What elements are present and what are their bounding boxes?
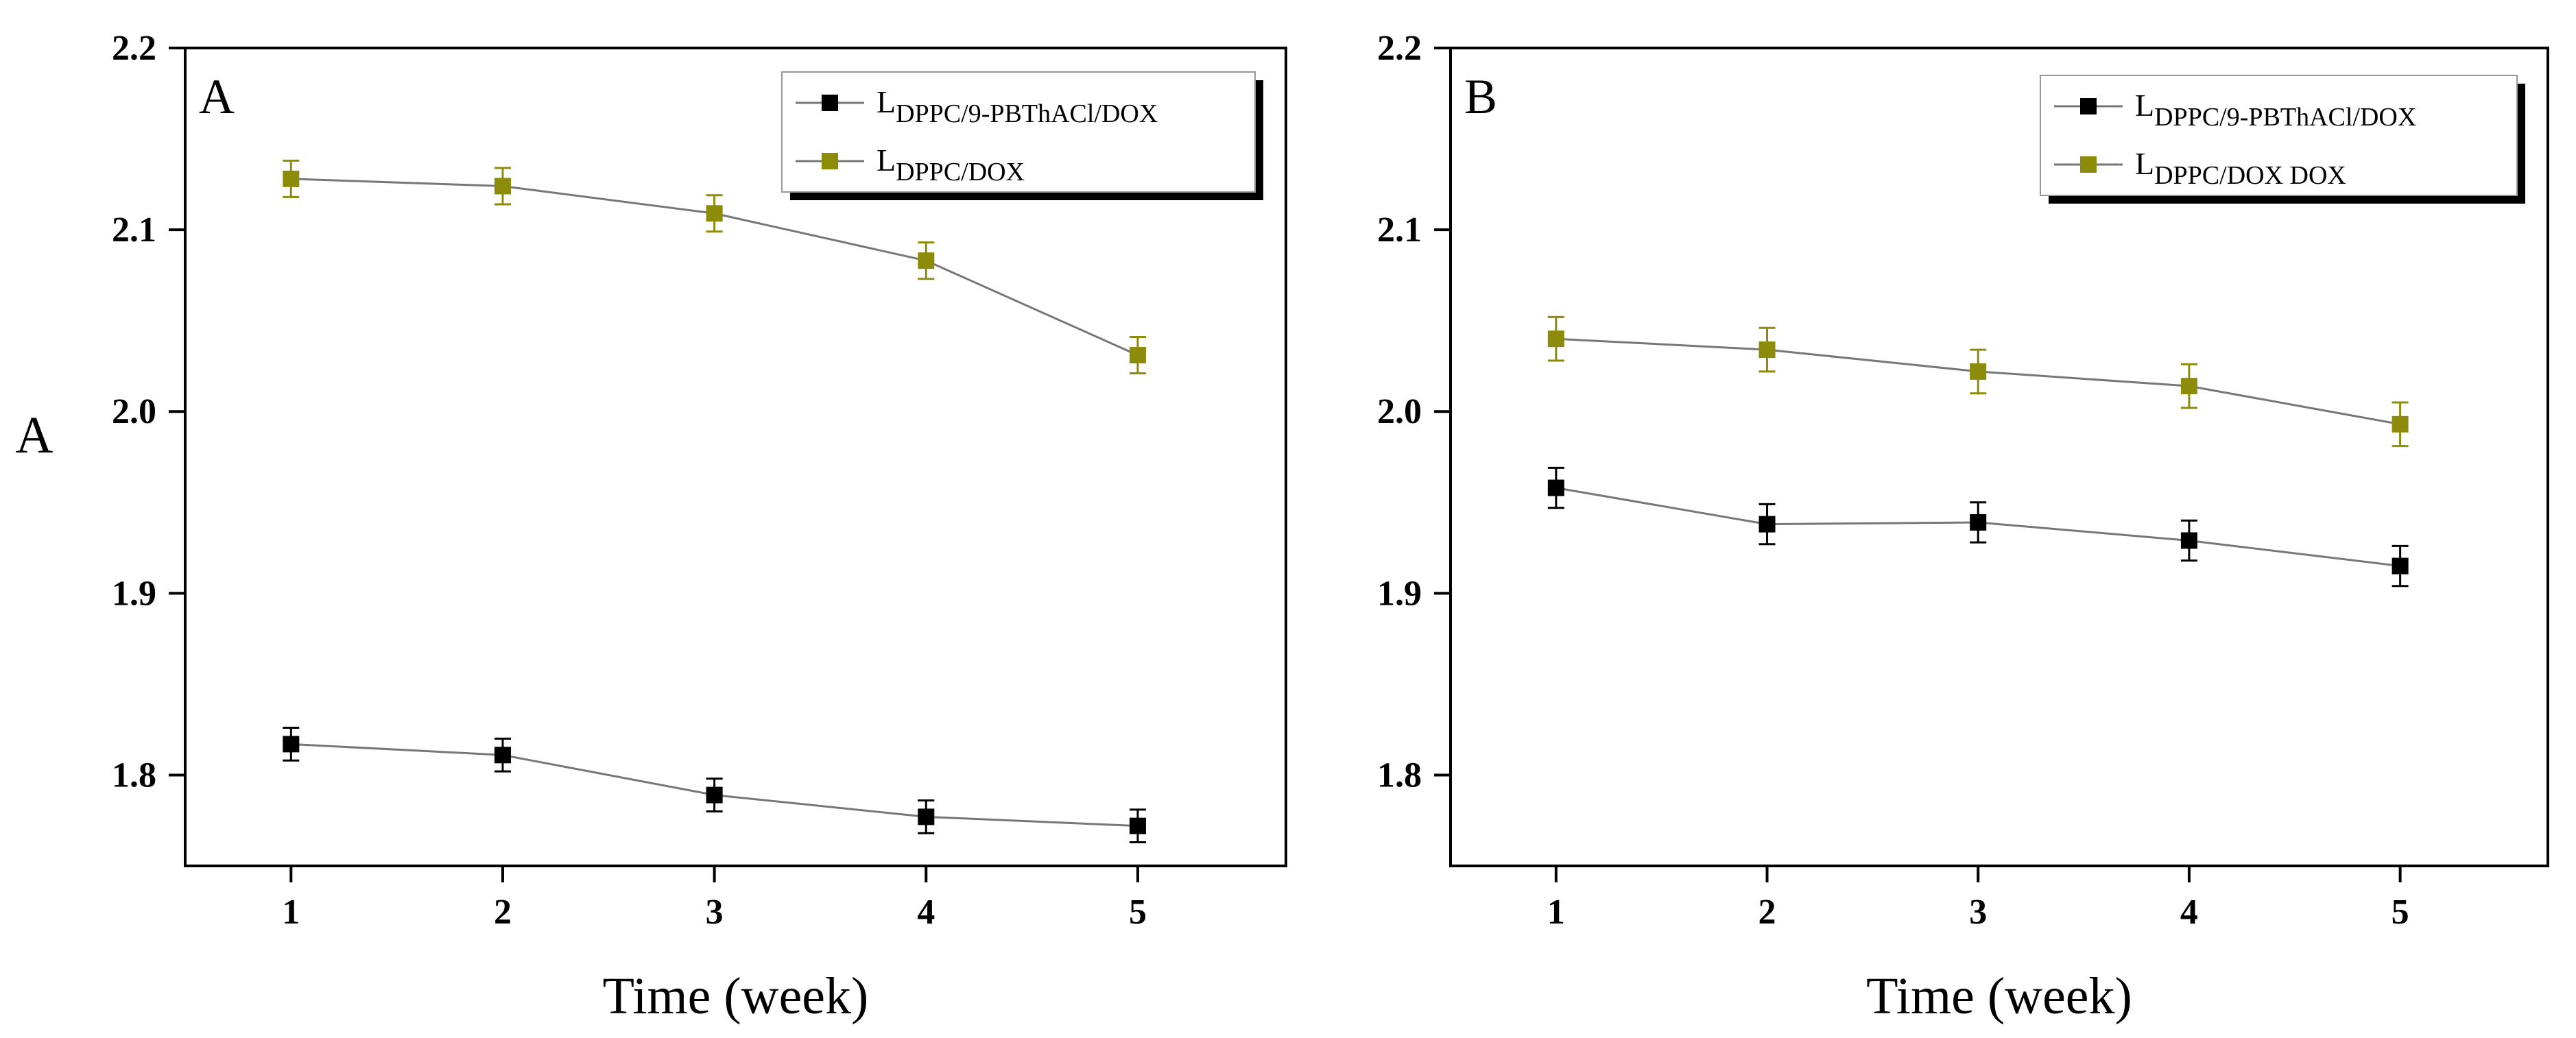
panel-label: A bbox=[199, 69, 235, 124]
y-tick-label: 1.9 bbox=[1377, 574, 1422, 613]
y-tick-label: 2.0 bbox=[1377, 392, 1422, 431]
legend-label-subscript: DPPC/DOX bbox=[896, 158, 1025, 186]
data-point bbox=[1129, 347, 1146, 364]
data-point bbox=[494, 747, 511, 764]
series-2 bbox=[283, 159, 1146, 375]
series-1 bbox=[283, 727, 1146, 844]
legend-label-main: L bbox=[876, 143, 896, 178]
data-point bbox=[1758, 516, 1776, 533]
data-point bbox=[2392, 415, 2409, 433]
x-tick-label: 5 bbox=[1129, 893, 1147, 932]
series-2 bbox=[1547, 315, 2409, 448]
y-tick-label: 1.9 bbox=[112, 574, 156, 613]
x-tick-label: 2 bbox=[494, 893, 512, 932]
y-tick-label: 2.1 bbox=[1377, 210, 1422, 250]
y-tick-label: 1.8 bbox=[112, 756, 156, 795]
y-tick-label: 1.8 bbox=[1377, 756, 1422, 795]
plot-frame bbox=[1449, 47, 2549, 867]
data-point bbox=[283, 170, 300, 187]
legend-box bbox=[781, 71, 1256, 193]
data-point bbox=[706, 205, 723, 222]
panel-label: B bbox=[1464, 69, 1497, 124]
legend-marker bbox=[822, 95, 838, 111]
legend-label-subscript: DPPC/9-PBThACl/DOX bbox=[2154, 103, 2416, 132]
data-point bbox=[1547, 479, 1564, 496]
x-axis-title: Time (week) bbox=[603, 967, 869, 1025]
legend-label: LDPPC/DOX bbox=[876, 143, 1025, 186]
data-point bbox=[1129, 817, 1146, 834]
data-point bbox=[2392, 557, 2409, 575]
x-tick-label: 1 bbox=[282, 893, 300, 932]
data-point bbox=[2180, 532, 2197, 549]
legend-label: LDPPC/9-PBThACl/DOX bbox=[876, 84, 1158, 128]
series-1 bbox=[1547, 466, 2409, 588]
y-axis-title: A bbox=[16, 407, 53, 464]
y-tick-label: 2.1 bbox=[112, 210, 156, 250]
x-tick-label: 3 bbox=[1969, 893, 1987, 932]
y-tick-label: 2.2 bbox=[112, 29, 156, 68]
legend-label: LDPPC/DOX DOX bbox=[2135, 146, 2346, 190]
data-point bbox=[918, 808, 935, 825]
data-point bbox=[2180, 378, 2197, 395]
y-tick-label: 2.2 bbox=[1377, 29, 1422, 68]
legend-box bbox=[2040, 75, 2518, 196]
data-point bbox=[706, 786, 723, 804]
data-point bbox=[1547, 330, 1564, 348]
x-tick-label: 2 bbox=[1758, 893, 1776, 932]
data-point bbox=[918, 252, 935, 269]
data-point bbox=[1970, 363, 1987, 380]
x-tick-label: 4 bbox=[2180, 893, 2198, 932]
data-point bbox=[1758, 341, 1776, 359]
data-point bbox=[1970, 514, 1987, 531]
x-tick-label: 4 bbox=[917, 893, 935, 932]
legend-label-main: L bbox=[2135, 88, 2154, 123]
legend-label-main: L bbox=[2135, 146, 2154, 181]
y-tick-label: 2.0 bbox=[112, 392, 156, 431]
legend-marker bbox=[2080, 98, 2097, 114]
legend-marker bbox=[2080, 156, 2097, 173]
x-axis-title: Time (week) bbox=[1866, 967, 2132, 1025]
x-tick-label: 1 bbox=[1547, 893, 1565, 932]
legend-label-subscript: DPPC/DOX DOX bbox=[2154, 161, 2346, 190]
chart-panel-a: 1.8 1.9 2.0 2.1 2.2 1 2 3 4 5 Time (week) A A LDPPC/9… bbox=[16, 29, 1287, 1025]
data-point bbox=[494, 178, 511, 195]
data-point bbox=[283, 736, 300, 753]
legend-label-main: L bbox=[876, 84, 896, 119]
chart-panel-b: 1.8 1.9 2.0 2.1 2.2 1 2 3 4 5 Time (week) B LDPPC/9-… bbox=[1377, 29, 2549, 1025]
x-tick-label: 3 bbox=[706, 893, 724, 932]
legend-label-subscript: DPPC/9-PBThACl/DOX bbox=[896, 99, 1158, 128]
legend-label: LDPPC/9-PBThACl/DOX bbox=[2135, 88, 2416, 132]
plot-frame bbox=[184, 47, 1287, 867]
x-tick-label: 5 bbox=[2392, 893, 2409, 932]
legend-marker bbox=[822, 153, 838, 169]
